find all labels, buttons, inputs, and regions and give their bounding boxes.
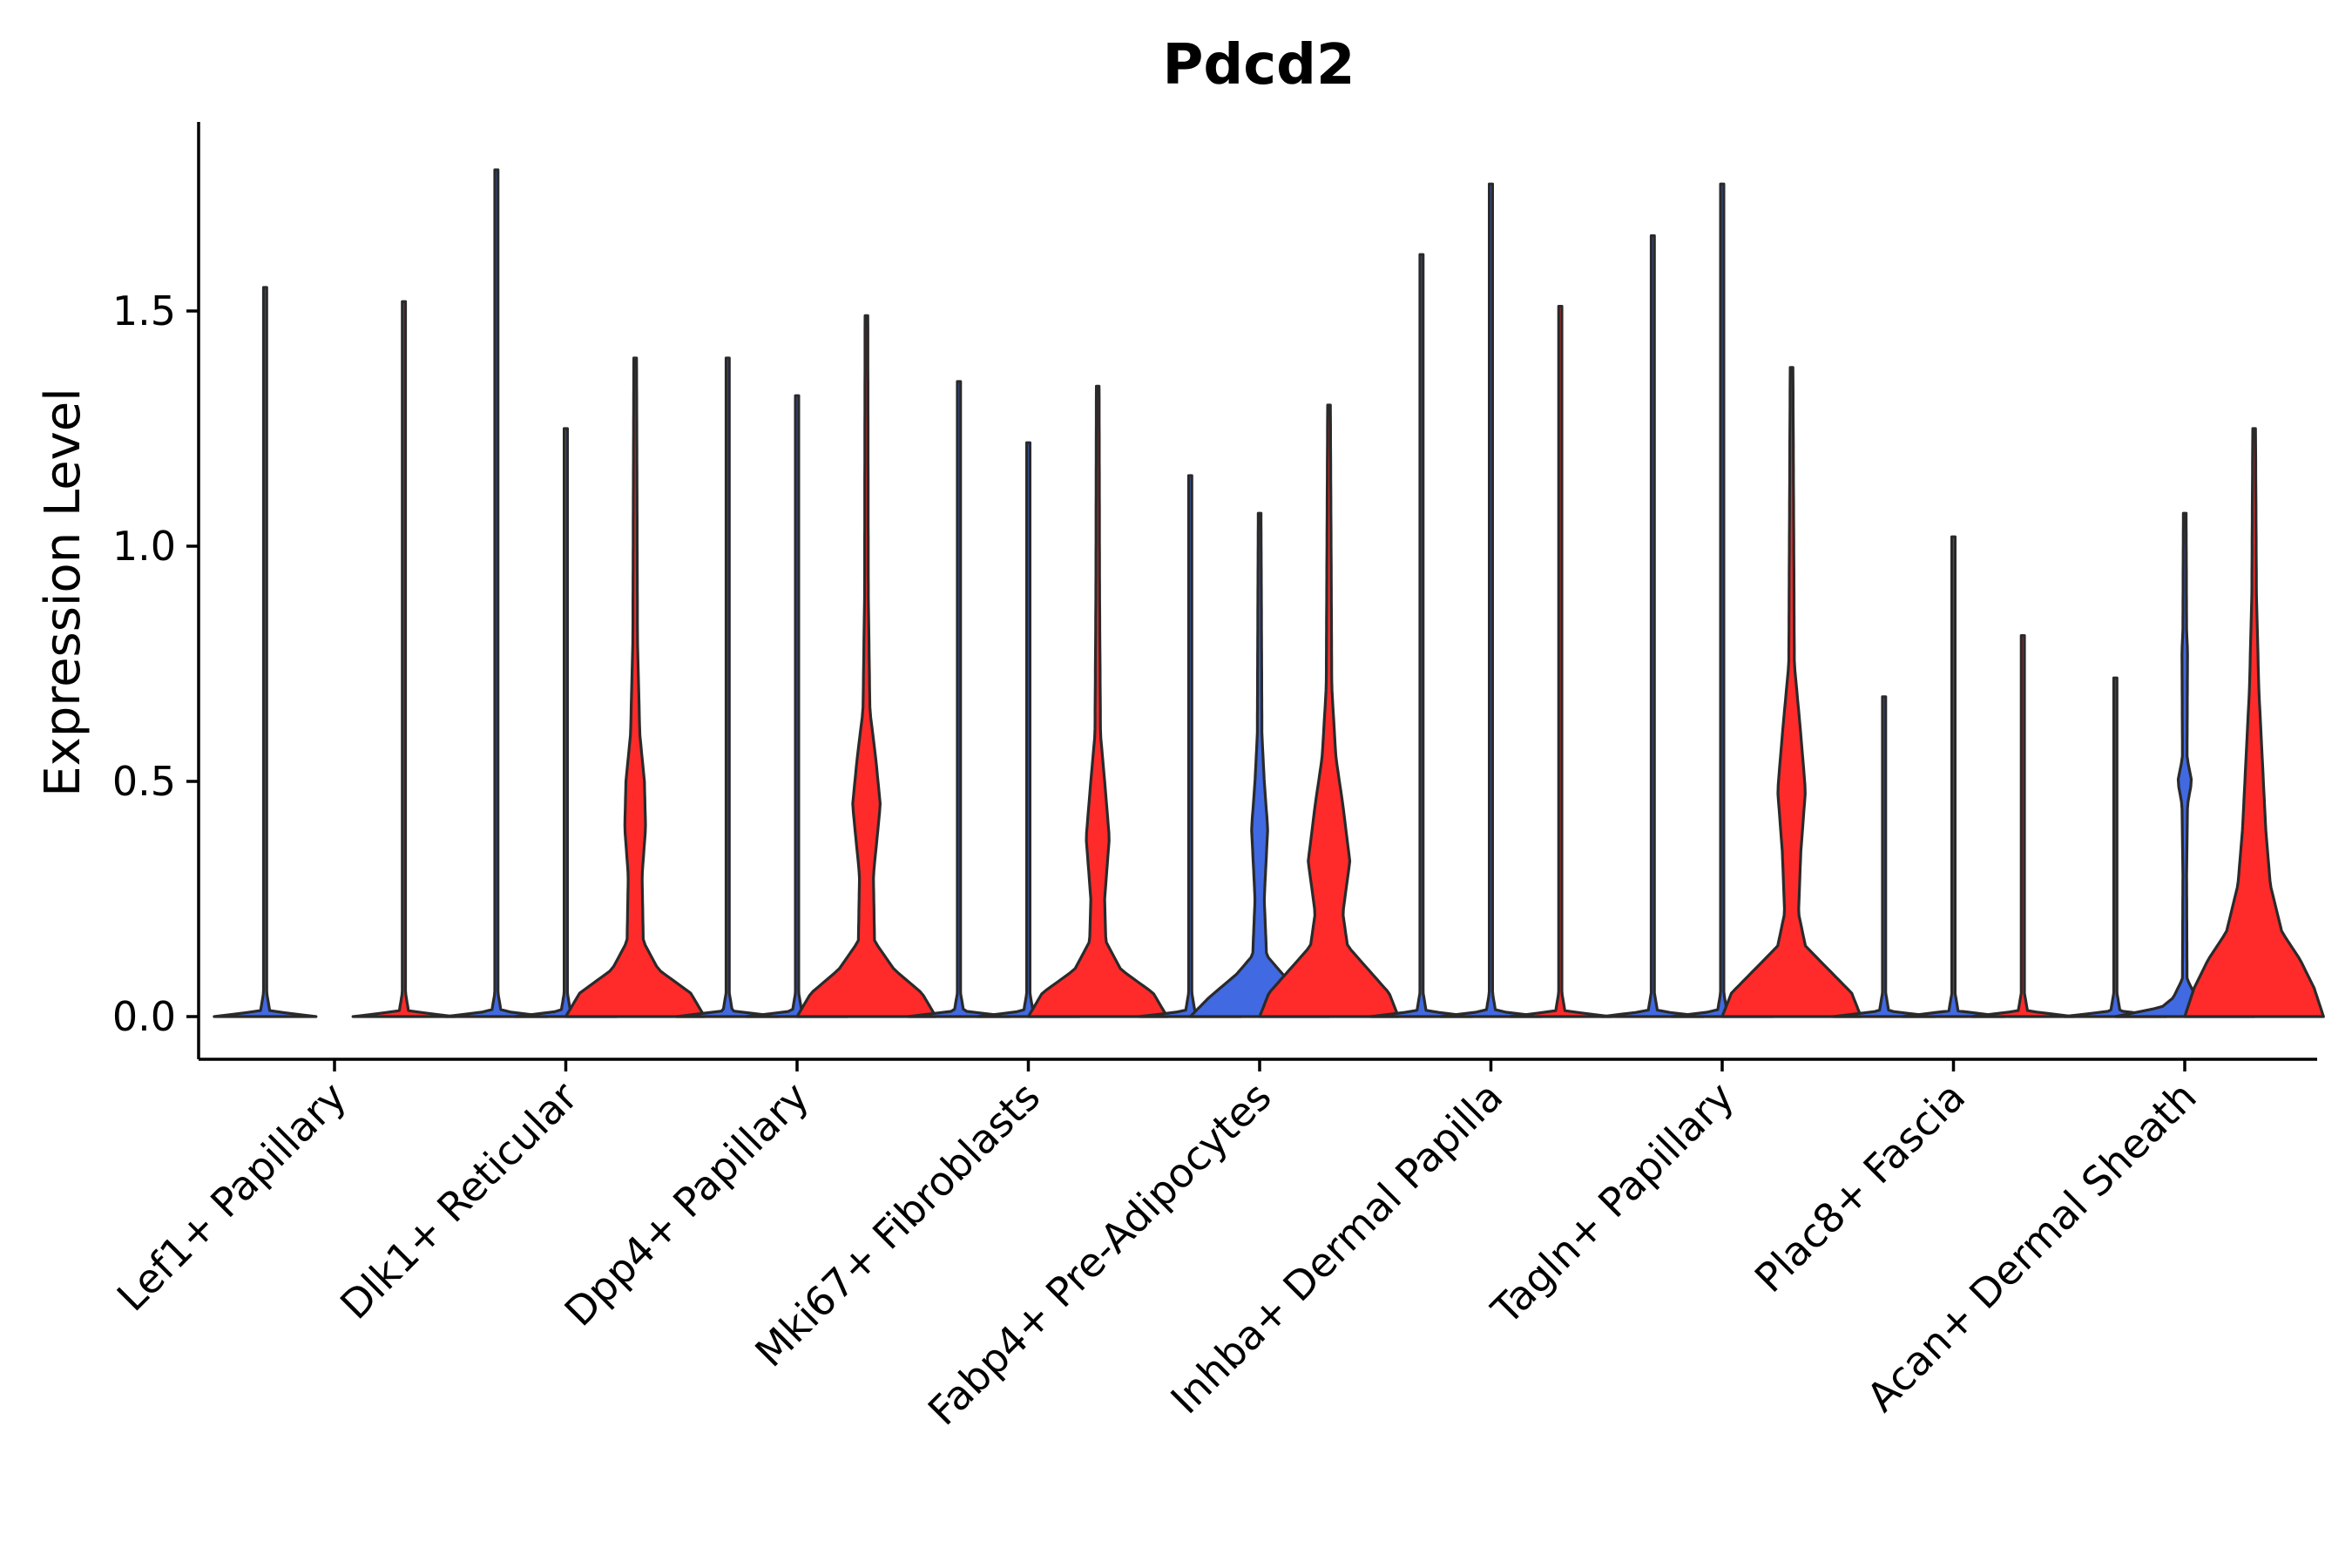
violin-8-3 — [1970, 634, 2076, 1018]
violin-9-1 — [2063, 676, 2168, 1018]
violin-1-1 — [213, 286, 318, 1018]
violin-2-1 — [443, 168, 549, 1018]
violin-3-1 — [675, 356, 781, 1018]
violin-5-3 — [1258, 403, 1400, 1018]
violin-2-2 — [513, 427, 618, 1018]
violin-5-1 — [1138, 474, 1243, 1018]
violin-9-2 — [2113, 511, 2256, 1018]
x-tick-label: Dlk1+ Reticular — [331, 1073, 586, 1328]
violin-6-1 — [1369, 253, 1474, 1018]
violin-7-2 — [1670, 182, 1774, 1018]
violin-9-3 — [2183, 427, 2325, 1018]
chart-title: Pdcd2 — [1163, 33, 1355, 98]
y-tick-label: 0.0 — [112, 993, 176, 1040]
violin-1-2 — [351, 300, 456, 1018]
violin-7-1 — [1600, 234, 1706, 1018]
y-tick-label: 0.5 — [112, 758, 176, 805]
violins-layer — [213, 168, 2325, 1018]
violin-6-2 — [1438, 182, 1544, 1018]
violin-8-1 — [1831, 695, 1936, 1018]
violin-6-3 — [1508, 305, 1613, 1018]
violin-7-3 — [1720, 366, 1862, 1018]
violin-2-3 — [564, 356, 706, 1018]
violin-5-2 — [1188, 511, 1331, 1018]
violin-3-3 — [795, 314, 937, 1018]
x-tick-label: Tagln+ Papillary — [1482, 1073, 1743, 1335]
y-tick-label: 1.5 — [112, 287, 176, 335]
x-tick-label: Dpp4+ Papillary — [556, 1073, 818, 1335]
violin-3-2 — [745, 394, 849, 1018]
violin-4-2 — [976, 441, 1081, 1018]
violin-4-1 — [906, 380, 1011, 1018]
violin-8-2 — [1901, 535, 2006, 1018]
x-tick-label: Lef1+ Papillary — [108, 1073, 355, 1321]
violin-4-3 — [1026, 384, 1169, 1018]
y-tick-label: 1.0 — [112, 523, 176, 570]
x-tick-label: Plac8+ Fascia — [1746, 1073, 1974, 1301]
y-axis-label: Expression Level — [35, 388, 91, 797]
